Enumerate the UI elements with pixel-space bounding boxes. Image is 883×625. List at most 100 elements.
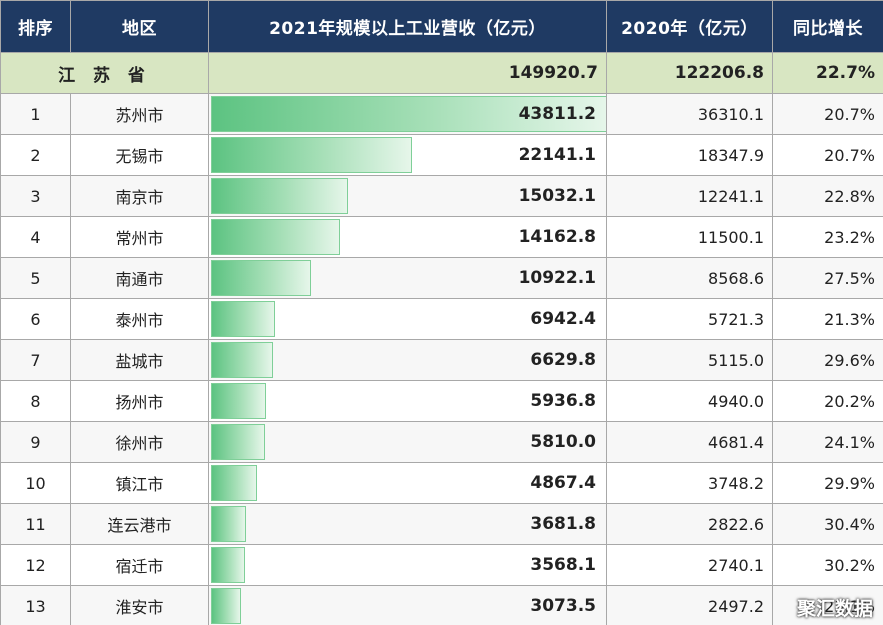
table-row: 6 泰州市 6942.4 5721.3 21.3% bbox=[0, 298, 883, 340]
growth-cell: 30.4% bbox=[772, 503, 883, 545]
revenue-bar bbox=[211, 260, 311, 296]
revenue-2021-label: 4867.4 bbox=[530, 473, 596, 493]
growth-cell: 20.7% bbox=[772, 93, 883, 135]
table-row: 8 扬州市 5936.8 4940.0 20.2% bbox=[0, 380, 883, 422]
revenue-bar bbox=[211, 96, 606, 132]
header-growth: 同比增长 bbox=[772, 0, 883, 53]
growth-cell: 20.7% bbox=[772, 134, 883, 176]
rank-cell: 6 bbox=[0, 298, 71, 340]
rank-cell: 8 bbox=[0, 380, 71, 422]
bar-cell: 5810.0 bbox=[208, 421, 607, 463]
value-2020-cell: 8568.6 bbox=[606, 257, 773, 299]
value-2020-cell: 5721.3 bbox=[606, 298, 773, 340]
value-2020-cell: 2822.6 bbox=[606, 503, 773, 545]
revenue-2021-label: 14162.8 bbox=[518, 227, 596, 247]
bar-cell: 15032.1 bbox=[208, 175, 607, 217]
revenue-bar bbox=[211, 383, 266, 419]
header-value-2020: 2020年（亿元） bbox=[606, 0, 773, 53]
bar-cell: 6942.4 bbox=[208, 298, 607, 340]
bar-cell: 3073.5 bbox=[208, 585, 607, 625]
region-cell: 泰州市 bbox=[70, 298, 209, 340]
value-2020-cell: 36310.1 bbox=[606, 93, 773, 135]
revenue-bar bbox=[211, 465, 257, 501]
revenue-2021-label: 15032.1 bbox=[518, 186, 596, 206]
rank-cell: 5 bbox=[0, 257, 71, 299]
table-row: 1 苏州市 43811.2 36310.1 20.7% bbox=[0, 93, 883, 135]
revenue-2021-label: 5936.8 bbox=[530, 391, 596, 411]
value-2020-cell: 2497.2 bbox=[606, 585, 773, 625]
rank-cell: 10 bbox=[0, 462, 71, 504]
revenue-bar bbox=[211, 506, 246, 542]
rank-cell: 2 bbox=[0, 134, 71, 176]
region-cell: 盐城市 bbox=[70, 339, 209, 381]
growth-cell: 29.6% bbox=[772, 339, 883, 381]
value-2020-cell: 4940.0 bbox=[606, 380, 773, 422]
header-rank: 排序 bbox=[0, 0, 71, 53]
rank-cell: 1 bbox=[0, 93, 71, 135]
table-row: 11 连云港市 3681.8 2822.6 30.4% bbox=[0, 503, 883, 545]
revenue-bar bbox=[211, 301, 275, 337]
table-row: 13 淮安市 3073.5 2497.2 23.1% bbox=[0, 585, 883, 625]
province-growth: 22.7% bbox=[772, 52, 883, 94]
revenue-bar bbox=[211, 547, 245, 583]
bar-cell: 22141.1 bbox=[208, 134, 607, 176]
revenue-2021-label: 3568.1 bbox=[530, 555, 596, 575]
table-row: 12 宿迁市 3568.1 2740.1 30.2% bbox=[0, 544, 883, 586]
watermark-text: 聚汇数据 bbox=[796, 598, 873, 620]
table-row: 5 南通市 10922.1 8568.6 27.5% bbox=[0, 257, 883, 299]
revenue-bar bbox=[211, 178, 348, 214]
rank-cell: 13 bbox=[0, 585, 71, 625]
region-cell: 常州市 bbox=[70, 216, 209, 258]
table-row: 7 盐城市 6629.8 5115.0 29.6% bbox=[0, 339, 883, 381]
rank-cell: 11 bbox=[0, 503, 71, 545]
growth-cell: 30.2% bbox=[772, 544, 883, 586]
growth-cell: 20.2% bbox=[772, 380, 883, 422]
rank-cell: 9 bbox=[0, 421, 71, 463]
revenue-2021-label: 5810.0 bbox=[530, 432, 596, 452]
revenue-2021-label: 6629.8 bbox=[530, 350, 596, 370]
value-2020-cell: 18347.9 bbox=[606, 134, 773, 176]
value-2020-cell: 5115.0 bbox=[606, 339, 773, 381]
revenue-bar bbox=[211, 424, 265, 460]
region-cell: 扬州市 bbox=[70, 380, 209, 422]
value-2020-cell: 3748.2 bbox=[606, 462, 773, 504]
bar-cell: 4867.4 bbox=[208, 462, 607, 504]
bar-cell: 10922.1 bbox=[208, 257, 607, 299]
rank-cell: 7 bbox=[0, 339, 71, 381]
bar-cell: 14162.8 bbox=[208, 216, 607, 258]
province-value-2020: 122206.8 bbox=[606, 52, 773, 94]
growth-cell: 29.9% bbox=[772, 462, 883, 504]
value-2020-cell: 4681.4 bbox=[606, 421, 773, 463]
table-row: 2 无锡市 22141.1 18347.9 20.7% bbox=[0, 134, 883, 176]
rank-cell: 12 bbox=[0, 544, 71, 586]
header-value-2021: 2021年规模以上工业营收（亿元） bbox=[208, 0, 607, 53]
revenue-bar bbox=[211, 137, 412, 173]
revenue-bar bbox=[211, 588, 241, 624]
region-cell: 无锡市 bbox=[70, 134, 209, 176]
revenue-bar bbox=[211, 219, 340, 255]
region-cell: 镇江市 bbox=[70, 462, 209, 504]
revenue-2021-label: 6942.4 bbox=[530, 309, 596, 329]
province-name: 江 苏 省 bbox=[0, 52, 209, 94]
region-cell: 连云港市 bbox=[70, 503, 209, 545]
rank-cell: 4 bbox=[0, 216, 71, 258]
region-cell: 徐州市 bbox=[70, 421, 209, 463]
region-cell: 苏州市 bbox=[70, 93, 209, 135]
bar-cell: 5936.8 bbox=[208, 380, 607, 422]
growth-cell: 21.3% bbox=[772, 298, 883, 340]
region-cell: 宿迁市 bbox=[70, 544, 209, 586]
growth-cell: 24.1% bbox=[772, 421, 883, 463]
growth-cell: 23.1% bbox=[772, 585, 883, 625]
revenue-2021-label: 3073.5 bbox=[530, 596, 596, 616]
value-2020-cell: 11500.1 bbox=[606, 216, 773, 258]
table-row: 3 南京市 15032.1 12241.1 22.8% bbox=[0, 175, 883, 217]
header-row: 排序 地区 2021年规模以上工业营收（亿元） 2020年（亿元） 同比增长 bbox=[0, 0, 883, 53]
region-cell: 南通市 bbox=[70, 257, 209, 299]
bar-cell: 3681.8 bbox=[208, 503, 607, 545]
revenue-bar bbox=[211, 342, 273, 378]
rank-cell: 3 bbox=[0, 175, 71, 217]
revenue-2021-label: 43811.2 bbox=[518, 104, 596, 124]
value-2020-cell: 2740.1 bbox=[606, 544, 773, 586]
bar-cell: 3568.1 bbox=[208, 544, 607, 586]
